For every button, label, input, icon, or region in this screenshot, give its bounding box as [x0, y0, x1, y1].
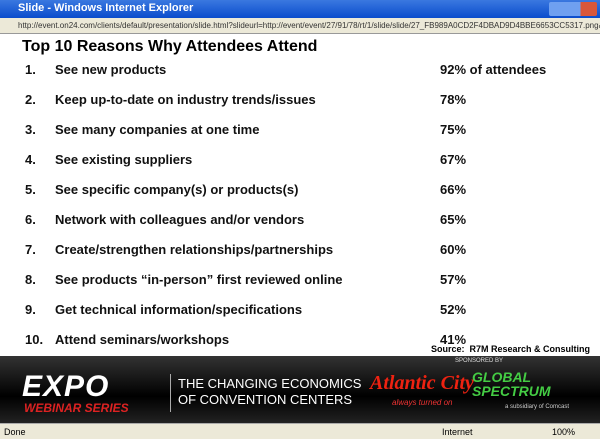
share: 65% — [440, 212, 467, 227]
share: 66% — [440, 182, 467, 197]
rank: 1. — [25, 62, 36, 77]
status-bar: Done Internet 100% — [0, 423, 600, 439]
window-buttons[interactable] — [549, 2, 597, 16]
reason: See new products — [55, 62, 167, 77]
reason: See many companies at one time — [55, 122, 260, 137]
rank: 8. — [25, 272, 36, 287]
reason-row: 6. Network with colleagues and/or vendors… — [0, 212, 600, 232]
slide: Top 10 Reasons Why Attendees Attend 1. Se… — [0, 34, 600, 356]
rank: 7. — [25, 242, 36, 257]
share: 60% — [440, 242, 467, 257]
share: 67% — [440, 152, 467, 167]
reason-row: 9. Get technical information/specificatio… — [0, 302, 600, 322]
sponsored-by: SPONSORED BY — [455, 358, 504, 364]
sponsor-global-spectrum: GLOBAL SPECTRUM — [472, 369, 551, 399]
reason-row: 2. Keep up-to-date on industry trends/iss… — [0, 92, 600, 112]
reason-row: 5. See specific company(s) or products(s)… — [0, 182, 600, 202]
share: 52% — [440, 302, 467, 317]
reason-row: 7. Create/strengthen relationships/partne… — [0, 242, 600, 262]
webinar-series: WEBINAR SERIES — [24, 401, 129, 415]
banner: EXPO WEBINAR SERIES THE CHANGING ECONOMI… — [0, 356, 600, 423]
zone: Internet — [442, 427, 473, 437]
reason: Attend seminars/workshops — [55, 332, 230, 347]
divider — [170, 374, 171, 412]
rank: 10. — [25, 332, 44, 347]
source: Source: R7M Research & Consulting — [430, 344, 590, 354]
reason: Keep up-to-date on industry trends/issue… — [55, 92, 316, 107]
share: 78% — [440, 92, 467, 107]
sponsor-tagline: always turned on — [392, 398, 453, 407]
reason-row: 4. See existing suppliers 67% — [0, 152, 600, 172]
headline-1: THE CHANGING ECONOMICS — [178, 376, 362, 391]
rank: 5. — [25, 182, 36, 197]
window-title: Slide - Windows Internet Explorer — [18, 2, 194, 14]
share: 92% of attendees — [440, 62, 547, 77]
url[interactable]: http://event.on24.com/clients/default/pr… — [18, 21, 600, 30]
reason-row: 10. Attend seminars/workshops 41% — [0, 332, 600, 352]
rank: 9. — [25, 302, 36, 317]
reason-row: 8. See products “in-person” first reviewe… — [0, 272, 600, 292]
reason-row: 3. See many companies at one time 75% — [0, 122, 600, 142]
reason: Network with colleagues and/or vendors — [55, 212, 305, 227]
status-text: Done — [4, 427, 26, 437]
reason: Create/strengthen relationships/partners… — [55, 242, 334, 257]
share: 57% — [440, 272, 467, 287]
slide-title: Top 10 Reasons Why Attendees Attend — [22, 38, 318, 55]
share: 75% — [440, 122, 467, 137]
headline-2: OF CONVENTION CENTERS — [178, 392, 353, 407]
title-bar: Slide - Windows Internet Explorer — [0, 0, 600, 18]
zoom[interactable]: 100% — [552, 427, 576, 437]
rank: 2. — [25, 92, 36, 107]
reason-row: 1. See new products 92% of attendees — [0, 62, 600, 82]
reason: Get technical information/specifications — [55, 302, 303, 317]
rank: 4. — [25, 152, 36, 167]
sponsor-atlantic-city: Atlantic City — [370, 372, 474, 394]
expo-logo: EXPO — [22, 370, 110, 403]
share: 41% — [440, 332, 467, 347]
sponsor2-tagline: a subsidiary of Comcast — [505, 404, 570, 410]
reason: See specific company(s) or products(s) — [55, 182, 299, 197]
reason: See products “in-person” first reviewed … — [55, 272, 343, 287]
address-bar[interactable]: http://event.on24.com/clients/default/pr… — [0, 18, 600, 34]
rank: 3. — [25, 122, 36, 137]
reason: See existing suppliers — [55, 152, 193, 167]
reason-list: 1. See new products 92% of attendees 2. Keep… — [0, 62, 600, 347]
rank: 6. — [25, 212, 36, 227]
